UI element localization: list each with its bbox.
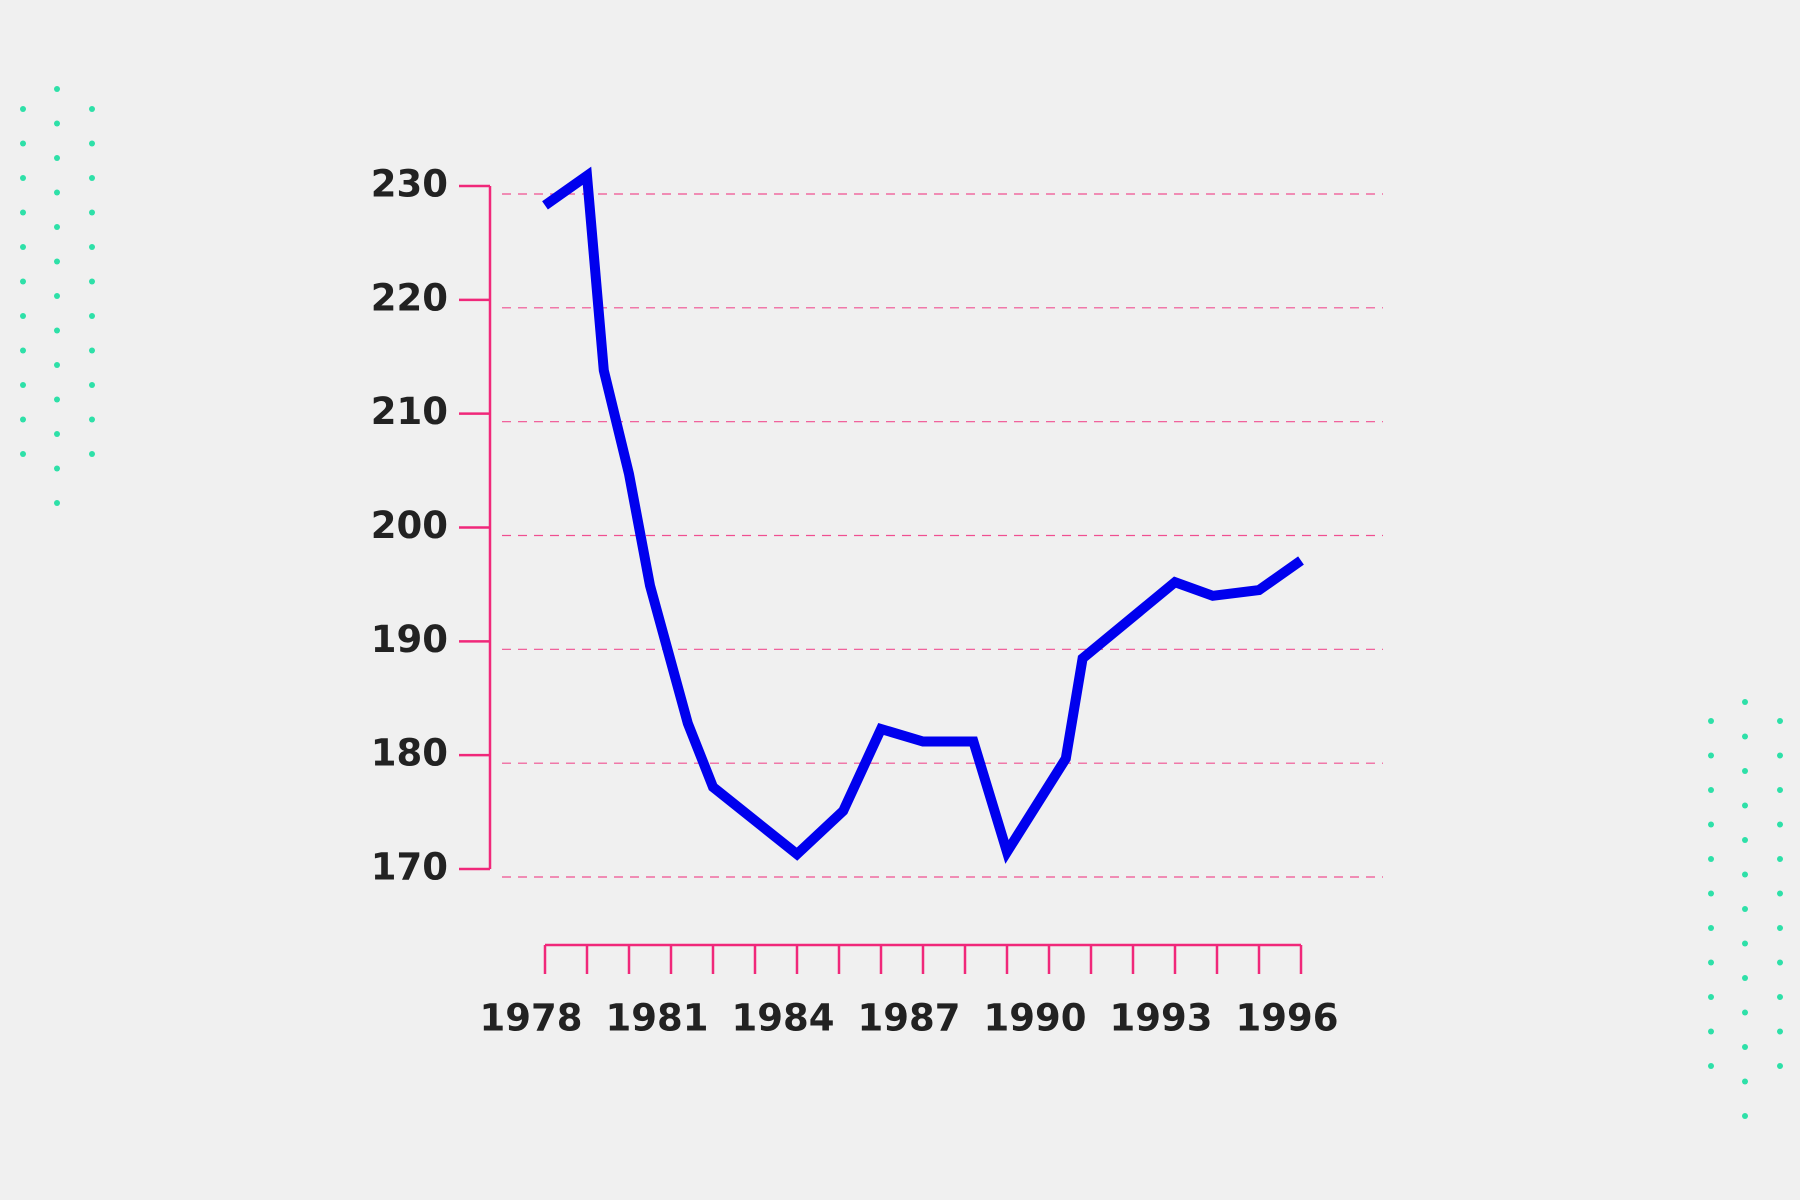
dot [1742, 871, 1748, 878]
dot [54, 120, 60, 127]
dot [1777, 821, 1783, 828]
dot [54, 293, 60, 299]
x-tick-label: 1990 [984, 997, 1087, 1040]
dot [89, 209, 95, 216]
dot [1777, 994, 1783, 1000]
dot [20, 140, 26, 147]
dot [1708, 925, 1714, 931]
dot [89, 347, 95, 354]
dot [54, 396, 60, 403]
dot [54, 258, 60, 265]
dot [54, 465, 60, 472]
dot [1777, 1063, 1783, 1069]
dot [54, 86, 60, 92]
dot [1708, 1028, 1714, 1035]
dot [20, 278, 26, 285]
dot [1708, 718, 1714, 724]
dot [1742, 802, 1748, 809]
dot [1777, 959, 1783, 966]
dot [1777, 718, 1783, 724]
dot [1742, 768, 1748, 774]
dot [54, 327, 60, 334]
y-tick-label: 170 [371, 846, 448, 889]
dot [20, 209, 26, 216]
dot [1708, 787, 1714, 793]
x-tick-label: 1981 [606, 997, 709, 1040]
dot [1742, 906, 1748, 912]
dot [1742, 837, 1748, 843]
dot [1708, 821, 1714, 828]
dot [20, 451, 26, 457]
dot [1777, 856, 1783, 862]
dot [1777, 890, 1783, 897]
dot [54, 500, 60, 506]
dot [20, 106, 26, 112]
dot [1742, 1113, 1748, 1119]
dot [1708, 959, 1714, 966]
dot [89, 416, 95, 423]
dot [20, 313, 26, 319]
x-tick-label: 1984 [732, 997, 835, 1040]
dot [89, 244, 95, 250]
dot [89, 451, 95, 457]
dot [89, 140, 95, 147]
dot [1777, 925, 1783, 931]
dot [20, 416, 26, 423]
dot [20, 244, 26, 250]
dot [1708, 890, 1714, 897]
y-tick-label: 180 [371, 732, 448, 775]
x-tick-label: 1996 [1236, 997, 1339, 1040]
decoration-dots [20, 86, 1783, 1119]
dot [1742, 733, 1748, 740]
y-tick-label: 210 [371, 390, 448, 433]
dot [54, 362, 60, 368]
dot [89, 382, 95, 388]
dot [54, 224, 60, 230]
dot [1742, 975, 1748, 981]
dot [1708, 994, 1714, 1000]
dot [1742, 940, 1748, 947]
dot [1742, 1078, 1748, 1085]
dot [54, 431, 60, 437]
y-tick-label: 220 [371, 276, 448, 319]
dot [20, 382, 26, 388]
dot [1708, 1063, 1714, 1069]
dot [1742, 1009, 1748, 1016]
dot [1708, 856, 1714, 862]
dot [20, 175, 26, 181]
dot [1742, 699, 1748, 705]
dot [20, 347, 26, 354]
dot [1777, 752, 1783, 759]
x-tick-label: 1993 [1110, 997, 1213, 1040]
dot [1742, 1044, 1748, 1050]
dot [54, 155, 60, 161]
dot [89, 278, 95, 285]
dot [1777, 787, 1783, 793]
dot [1777, 1028, 1783, 1035]
y-tick-label: 230 [371, 163, 448, 206]
line-series [542, 166, 1304, 864]
dot [89, 313, 95, 319]
y-tick-label: 190 [371, 618, 448, 661]
dot [1708, 752, 1714, 759]
x-tick-label: 1987 [858, 997, 961, 1040]
dot [89, 106, 95, 112]
x-tick-label: 1978 [480, 997, 583, 1040]
y-tick-label: 200 [371, 504, 448, 547]
dot [89, 175, 95, 181]
dot [54, 189, 60, 196]
